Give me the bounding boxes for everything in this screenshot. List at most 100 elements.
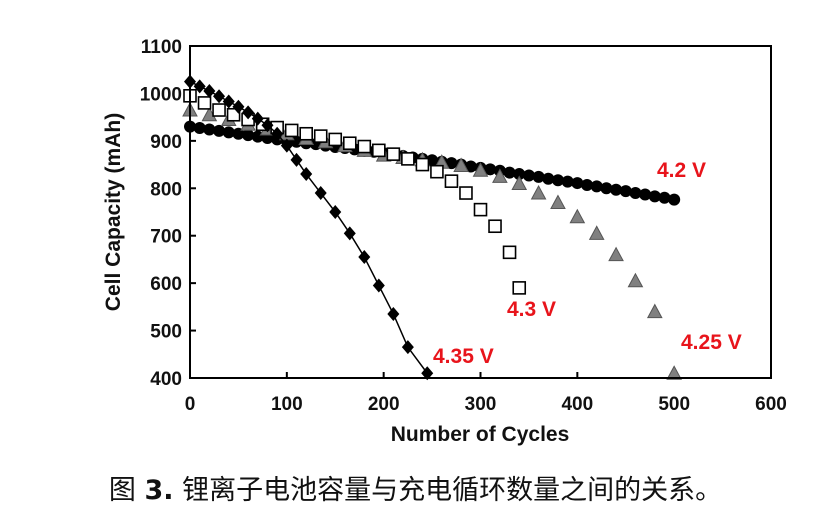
capacity-chart: 0 100 200 300 400 500 600 400 500 600 700 800 900 100… <box>102 37 787 446</box>
point-4-35-v-9 <box>271 126 284 141</box>
point-4-2-v-1 <box>193 122 206 135</box>
point-4-25-v-25 <box>666 365 683 380</box>
x-axis-title: Number of Cycles <box>391 423 570 446</box>
point-4-3-v-17 <box>430 164 444 179</box>
point-4-35-v-13 <box>314 186 327 201</box>
point-4-2-v-34 <box>513 168 526 181</box>
point-4-2-v-36 <box>532 170 545 183</box>
point-4-3-v-19 <box>459 186 473 200</box>
point-4-25-v-22 <box>608 246 624 262</box>
point-4-35-v-17 <box>372 278 385 293</box>
point-4-25-v-15 <box>472 162 489 177</box>
y-axis-title: Cell Capacity (mAh) <box>102 113 125 311</box>
point-4-3-v-14 <box>386 147 401 161</box>
point-4-2-v-39 <box>561 175 574 188</box>
y-tick-label-6: 1000 <box>140 84 182 105</box>
point-4-2-v-49 <box>658 191 671 204</box>
x-tick-label-0: 0 <box>185 394 196 415</box>
point-4-2-v-43 <box>600 182 613 195</box>
point-4-3-v-13 <box>372 143 386 158</box>
point-4-3-v-2 <box>212 103 226 117</box>
series-label-4-3v: 4.3 V <box>507 298 556 321</box>
point-4-3-v-15 <box>401 152 415 166</box>
point-4-2-v-41 <box>581 178 594 191</box>
series-4-3-v <box>183 89 527 295</box>
point-4-25-v-18 <box>530 184 547 200</box>
point-4-35-v-19 <box>401 340 414 355</box>
point-4-25-v-16 <box>492 168 508 183</box>
point-4-35-v-8 <box>261 118 274 133</box>
point-4-3-v-1 <box>197 96 212 110</box>
point-4-2-v-48 <box>648 190 661 203</box>
point-4-3-v-11 <box>342 136 357 151</box>
point-4-3-v-22 <box>502 245 517 260</box>
point-4-35-v-5 <box>232 99 245 114</box>
y-tick-label-1: 500 <box>150 322 182 343</box>
y-tick-label-4: 800 <box>150 179 182 200</box>
point-4-2-v-29 <box>464 160 477 173</box>
point-4-35-v-20 <box>421 366 434 381</box>
point-4-25-v-24 <box>646 303 663 319</box>
point-4-25-v-19 <box>550 194 566 210</box>
point-4-2-v-2 <box>203 123 216 136</box>
point-4-35-v-4 <box>222 94 235 109</box>
y-tick-label-3: 700 <box>150 227 182 248</box>
point-4-2-v-33 <box>503 166 516 179</box>
point-4-35-v-3 <box>213 89 226 104</box>
series-4-25-v <box>182 101 683 380</box>
point-4-35-v-16 <box>358 250 371 265</box>
point-4-2-v-35 <box>522 169 535 182</box>
point-4-2-v-50 <box>668 193 681 206</box>
point-4-2-v-27 <box>445 157 458 170</box>
point-4-25-v-23 <box>627 272 644 288</box>
point-4-25-v-21 <box>588 225 605 240</box>
x-tick-label-1: 100 <box>271 394 303 415</box>
point-4-2-v-40 <box>571 177 584 190</box>
point-4-2-v-31 <box>484 163 497 176</box>
point-4-35-v-2 <box>203 84 216 99</box>
point-4-2-v-47 <box>639 188 652 201</box>
point-4-25-v-20 <box>569 208 586 224</box>
caption-text: 锂离子电池容量与充电循环数量之间的关系。 <box>182 475 723 506</box>
point-4-35-v-18 <box>387 306 400 321</box>
point-4-35-v-15 <box>343 226 356 241</box>
series-label-4-35v: 4.35 V <box>433 345 494 368</box>
point-4-2-v-42 <box>590 180 603 193</box>
y-tick-label-5: 900 <box>150 132 182 153</box>
point-4-2-v-37 <box>542 172 555 185</box>
point-4-25-v-17 <box>511 175 528 191</box>
point-4-3-v-21 <box>488 219 502 234</box>
point-4-2-v-6 <box>242 129 255 142</box>
point-4-25-v-14 <box>453 157 469 173</box>
point-4-2-v-44 <box>610 183 623 196</box>
series-label-4-25v: 4.25 V <box>681 331 742 354</box>
point-4-3-v-20 <box>473 202 488 217</box>
point-4-2-v-38 <box>551 174 564 187</box>
point-4-3-v-10 <box>328 132 343 147</box>
tick-labels: 0 100 200 300 400 500 600 400 500 600 700 800 900 100… <box>140 37 787 415</box>
point-4-2-v-45 <box>619 185 632 198</box>
point-4-3-v-8 <box>299 126 314 141</box>
point-4-2-v-46 <box>629 187 642 200</box>
point-4-3-v-23 <box>512 281 527 295</box>
point-4-3-v-16 <box>415 157 430 172</box>
point-4-3-v-18 <box>444 174 459 188</box>
series-4-2-v <box>184 120 681 206</box>
series-label-4-2v: 4.2 V <box>657 159 706 182</box>
series-4-35-v <box>184 74 434 381</box>
point-4-3-v-3 <box>226 107 241 122</box>
point-4-35-v-11 <box>290 152 303 167</box>
caption-figure-number: 3. <box>144 475 174 506</box>
y-tick-label-7: 1100 <box>141 37 182 58</box>
point-4-35-v-10 <box>280 138 293 153</box>
point-4-2-v-3 <box>213 124 226 137</box>
point-4-3-v-7 <box>284 123 299 138</box>
figure-caption: 图 3. 锂离子电池容量与充电循环数量之间的关系。 <box>0 468 831 507</box>
x-tick-label-6: 600 <box>755 394 787 415</box>
point-4-35-v-12 <box>300 167 313 182</box>
point-4-35-v-6 <box>242 105 255 120</box>
point-4-3-v-9 <box>313 129 328 143</box>
point-4-3-v-12 <box>357 139 372 154</box>
x-tick-label-3: 300 <box>465 394 497 415</box>
x-tick-label-5: 500 <box>658 394 690 415</box>
